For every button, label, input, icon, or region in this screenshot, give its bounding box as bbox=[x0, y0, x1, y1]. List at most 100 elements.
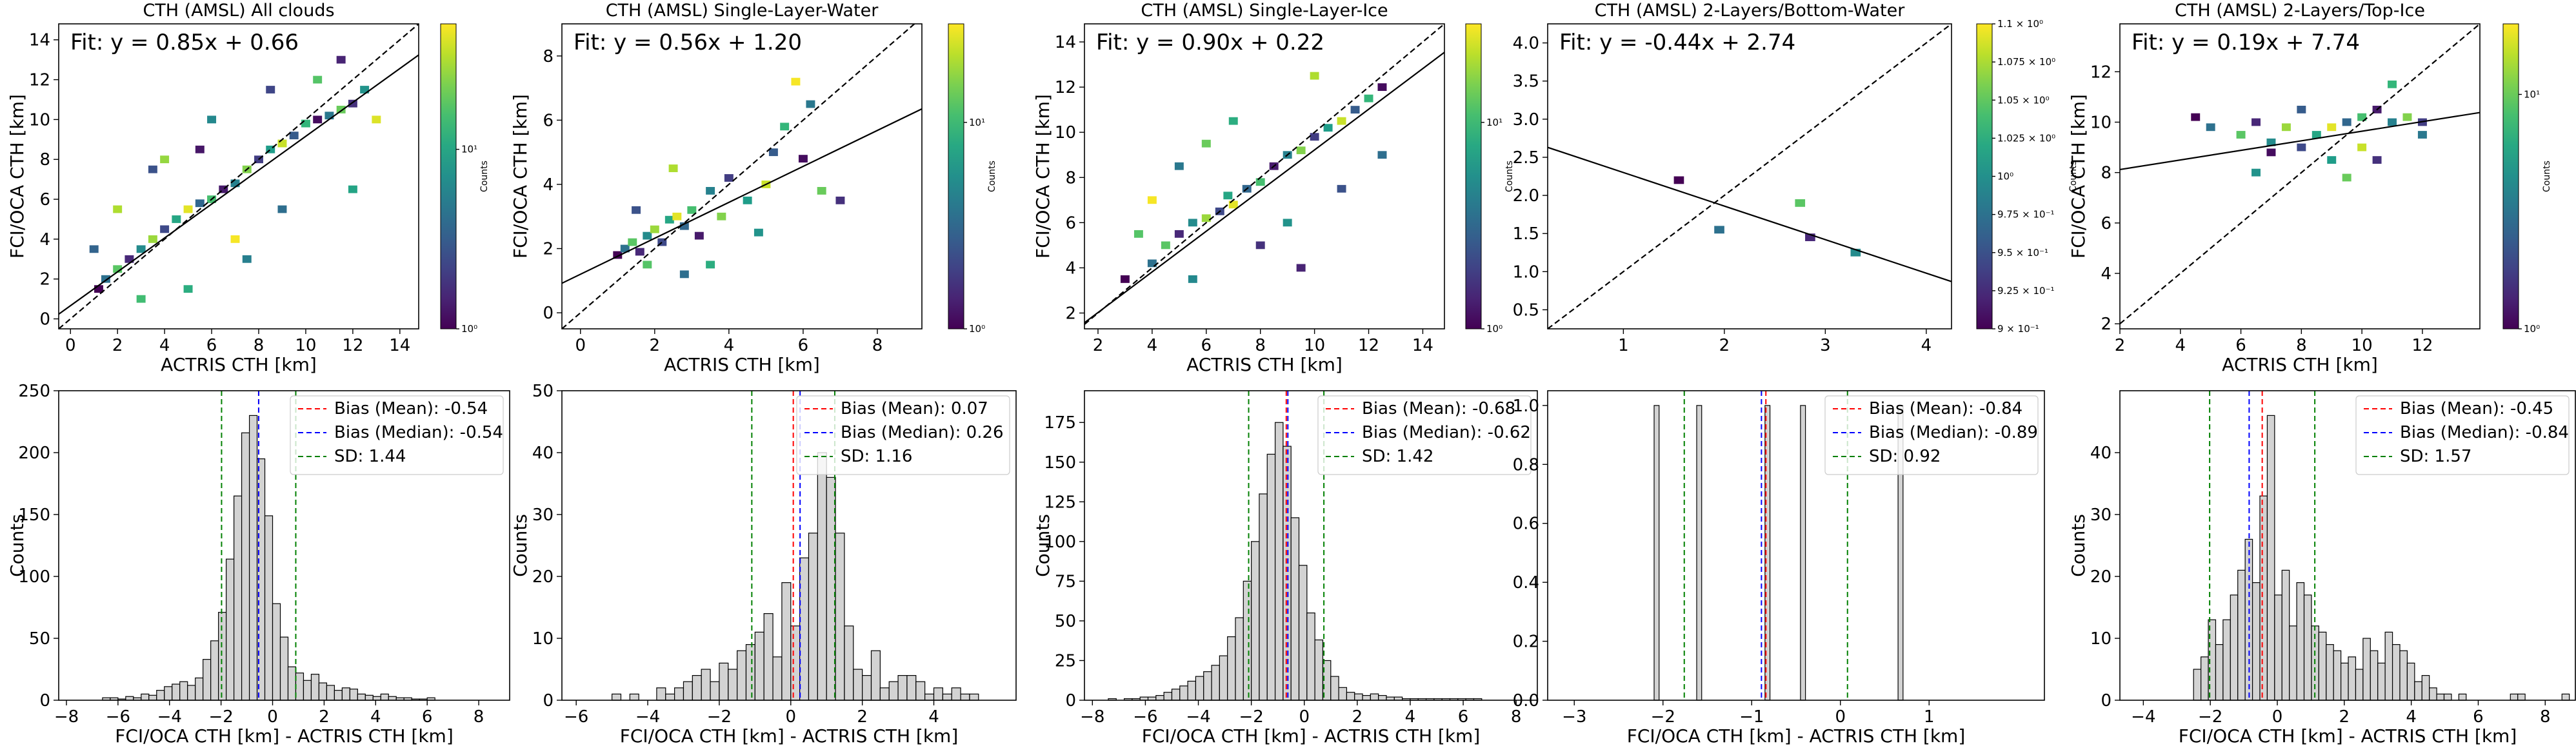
histogram-bar bbox=[1219, 655, 1228, 701]
y-tick-label: 6 bbox=[2101, 214, 2112, 233]
x-tick-label: 2 bbox=[319, 707, 330, 727]
y-tick-label: 10 bbox=[1055, 123, 1076, 142]
heatmap-cell bbox=[324, 112, 334, 120]
x-tick-label: −1 bbox=[1739, 707, 1764, 727]
x-tick-label: 12 bbox=[2411, 336, 2433, 355]
heatmap-cell bbox=[1323, 124, 1333, 132]
histogram-bar bbox=[1314, 639, 1324, 701]
heatmap-cell bbox=[348, 185, 357, 193]
histogram-bar bbox=[2333, 650, 2342, 701]
y-tick-label: 30 bbox=[2090, 506, 2112, 525]
x-tick-label: 4 bbox=[370, 707, 381, 727]
colorbar bbox=[440, 23, 457, 329]
colorbar bbox=[1465, 23, 1482, 329]
histogram-bar bbox=[1378, 695, 1387, 701]
heatmap-cell bbox=[1223, 191, 1233, 200]
histogram-bar bbox=[862, 674, 872, 701]
colorbar-tick-label: 1.025 × 10⁰ bbox=[1997, 132, 2055, 144]
histogram-bar bbox=[279, 636, 289, 701]
heatmap-cell bbox=[2327, 123, 2337, 132]
histogram-bar bbox=[2289, 625, 2297, 701]
heatmap-cell bbox=[694, 231, 704, 240]
y-tick-label: 2 bbox=[39, 270, 50, 290]
heatmap-cell bbox=[632, 206, 641, 214]
histogram-bar bbox=[1298, 565, 1308, 701]
heatmap-cell bbox=[160, 155, 170, 164]
histogram-bar bbox=[272, 603, 281, 701]
y-tick-label: 175 bbox=[1044, 413, 1076, 433]
y-axis-label: Counts bbox=[1032, 514, 1053, 577]
colorbar bbox=[948, 23, 964, 329]
histogram-bar bbox=[951, 687, 961, 701]
heatmap-cell bbox=[1673, 176, 1684, 184]
heatmap-cell bbox=[1188, 219, 1197, 227]
x-tick-label: 0 bbox=[785, 707, 796, 727]
histogram-bar bbox=[2384, 631, 2393, 701]
histogram-bar bbox=[2362, 638, 2371, 701]
y-tick-label: 20 bbox=[532, 567, 554, 587]
heatmap-cell bbox=[2327, 156, 2337, 164]
x-tick-label: −2 bbox=[208, 707, 233, 727]
heatmap-cell bbox=[2266, 138, 2276, 146]
heatmap-cell bbox=[1201, 139, 1211, 148]
histogram-bar bbox=[2201, 656, 2209, 701]
x-tick-label: −6 bbox=[564, 707, 588, 727]
x-tick-label: 6 bbox=[2235, 336, 2246, 355]
histogram-bar bbox=[218, 612, 227, 701]
heatmap-cell bbox=[791, 77, 801, 86]
plot-frame bbox=[561, 390, 1017, 701]
colorbar-tick-label: 9.25 × 10⁻¹ bbox=[1997, 285, 2055, 297]
fit-line bbox=[59, 54, 419, 315]
x-tick-label: −8 bbox=[1080, 707, 1104, 727]
fit-equation: Fit: y = 0.56x + 1.20 bbox=[574, 30, 802, 55]
y-tick-label: 100 bbox=[18, 567, 50, 587]
legend-box bbox=[1824, 395, 2039, 475]
histogram-bar bbox=[1653, 405, 1660, 701]
y-tick-label: 8 bbox=[39, 150, 50, 170]
histogram-bar bbox=[629, 693, 639, 701]
panel-histogram-3: −8 −6 −4 −2 0 2 4 6 8 0 25 50 75 100 125 150 175 FCI/OCA … bbox=[1032, 390, 1538, 746]
panel-histogram-5: −4 −2 0 2 4 6 8 0 10 20 30 40 FCI/OCA CTH [km] - ACT… bbox=[2068, 390, 2576, 746]
histogram-bar bbox=[737, 650, 747, 701]
heatmap-cell bbox=[717, 212, 726, 221]
colorbar bbox=[1976, 23, 1993, 329]
y-tick-label: 1.0 bbox=[1513, 397, 1539, 416]
heatmap-cell bbox=[1296, 146, 1306, 155]
plot-frame bbox=[561, 23, 923, 329]
y-tick-label: 6 bbox=[39, 190, 50, 210]
y-tick-label: 150 bbox=[1044, 453, 1076, 473]
y-axis-label: Counts bbox=[6, 514, 28, 577]
y-tick-label: 8 bbox=[2101, 164, 2112, 183]
plot-frame bbox=[1547, 23, 1952, 329]
histogram-bar bbox=[210, 640, 219, 701]
y-tick-label: 75 bbox=[1055, 572, 1076, 591]
heatmap-cell bbox=[672, 212, 682, 221]
legend-box bbox=[2355, 395, 2570, 475]
x-axis-label: FCI/OCA CTH [km] - ACTRIS CTH [km] bbox=[2179, 725, 2517, 746]
x-tick-label: 8 bbox=[1511, 707, 1522, 727]
y-tick-label: 0 bbox=[39, 691, 50, 711]
colorbar-tick-label: 9.75 × 10⁻¹ bbox=[1997, 209, 2055, 221]
heatmap-cell bbox=[172, 215, 181, 223]
y-tick-label: 3.5 bbox=[1513, 72, 1539, 92]
x-tick-label: 10 bbox=[1304, 336, 1325, 355]
heatmap-cell bbox=[650, 225, 659, 233]
fit-line bbox=[562, 108, 922, 284]
histogram-bar bbox=[1346, 692, 1355, 701]
histogram-bar bbox=[719, 662, 729, 701]
x-tick-label: 8 bbox=[1255, 336, 1266, 355]
histogram-bar bbox=[656, 687, 666, 701]
histogram-bar bbox=[226, 558, 235, 701]
heatmap-cell bbox=[113, 205, 123, 213]
y-tick-label: 2.0 bbox=[1513, 186, 1539, 206]
histogram-bar bbox=[2355, 669, 2364, 701]
heatmap-cell bbox=[657, 238, 667, 246]
colorbar-tick-label: 10⁰ bbox=[1997, 171, 2013, 182]
chart-title: CTH (AMSL) Single-Layer-Ice bbox=[1141, 1, 1388, 21]
legend-entry: SD: 0.92 bbox=[1869, 447, 1941, 466]
histogram-bar bbox=[1354, 693, 1363, 701]
one-to-one-line bbox=[562, 24, 916, 329]
legend-box bbox=[290, 395, 504, 475]
x-tick-label: 1 bbox=[1924, 707, 1935, 727]
histogram-bar bbox=[334, 690, 343, 701]
